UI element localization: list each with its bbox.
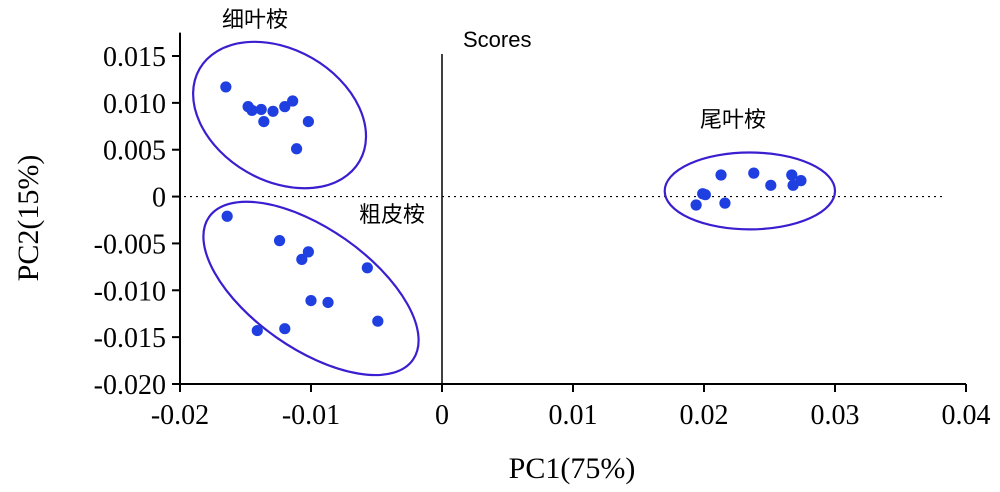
data-point-group-2 xyxy=(715,169,727,181)
data-point-group-2 xyxy=(795,175,807,187)
data-point-group-1 xyxy=(372,315,384,327)
group-label-1: 粗皮桉 xyxy=(359,203,425,228)
data-point-group-0 xyxy=(287,95,299,107)
x-axis-title: PC1(75%) xyxy=(509,452,636,485)
reference-lines xyxy=(184,54,946,384)
group-ellipse-1 xyxy=(202,200,420,377)
x-tick-label: 0.04 xyxy=(942,400,991,431)
y-axis-title: PC2(15%) xyxy=(12,155,45,282)
y-tick-label: 0.015 xyxy=(103,42,166,73)
data-point-group-0 xyxy=(246,104,258,116)
y-tick-label: -0.005 xyxy=(94,229,166,260)
y-tick-label: -0.010 xyxy=(94,276,166,307)
group-ellipses xyxy=(192,40,837,377)
data-point-group-1 xyxy=(322,296,334,309)
data-point-group-0 xyxy=(258,116,270,128)
x-tick-label: 0.01 xyxy=(549,400,598,431)
data-point-group-2 xyxy=(690,199,702,211)
x-tick-label: -0.02 xyxy=(151,400,209,431)
data-point-group-1 xyxy=(305,294,317,307)
group-label-2: 尾叶桉 xyxy=(700,108,766,133)
data-point-group-1 xyxy=(251,324,263,337)
data-point-group-1 xyxy=(221,210,233,222)
data-point-group-2 xyxy=(786,169,798,181)
data-point-group-1 xyxy=(361,262,373,274)
x-tick-label: -0.01 xyxy=(282,400,340,431)
data-point-group-1 xyxy=(273,235,286,247)
x-tick-label: 0 xyxy=(435,400,449,431)
data-point-group-1 xyxy=(302,246,314,258)
data-point-group-0 xyxy=(279,101,291,113)
data-point-group-2 xyxy=(748,167,760,179)
y-tick-label: -0.020 xyxy=(94,370,166,401)
data-point-group-0 xyxy=(255,103,267,116)
data-point-group-0 xyxy=(220,81,232,93)
data-point-group-0 xyxy=(267,105,279,117)
x-tick-label: 0.03 xyxy=(811,400,860,431)
data-point-group-2 xyxy=(699,189,711,201)
x-tick-label: 0.02 xyxy=(680,400,729,431)
y-tick-label: 0 xyxy=(152,183,166,214)
data-point-group-2 xyxy=(765,179,777,191)
axes: -0.02 -0.01 0 0.01 0.02 0.03 0.040.0150.0100.0… xyxy=(94,32,991,431)
group-ellipse-0 xyxy=(192,40,368,190)
group-label-0: 细叶桉 xyxy=(222,8,288,33)
data-point-group-1 xyxy=(279,323,291,335)
data-points xyxy=(220,81,807,337)
data-point-group-0 xyxy=(290,143,303,155)
y-tick-label: 0.010 xyxy=(103,89,166,120)
y-tick-label: -0.015 xyxy=(94,323,166,354)
data-point-group-1 xyxy=(296,253,308,265)
data-point-group-2 xyxy=(719,197,731,209)
data-point-group-0 xyxy=(302,116,314,128)
y-tick-label: 0.005 xyxy=(103,136,166,167)
group-ellipse-2 xyxy=(663,151,837,231)
chart-title: Scores xyxy=(463,27,531,52)
